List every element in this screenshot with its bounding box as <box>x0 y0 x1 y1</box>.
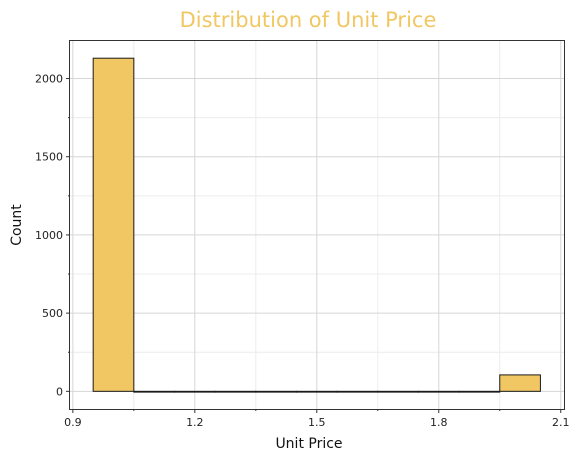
histogram-bar <box>336 390 379 393</box>
y-tick-label: 1000 <box>35 229 63 242</box>
y-tick-label: 0 <box>56 385 63 398</box>
bars <box>92 57 541 393</box>
x-tick-label: 1.5 <box>308 416 326 429</box>
x-tick-label: 2.1 <box>552 416 570 429</box>
histogram-bar <box>417 390 460 393</box>
x-tick-label: 1.2 <box>186 416 204 429</box>
y-axis-ticks: 0 500 1000 1500 2000 <box>35 73 70 398</box>
x-axis-ticks: 0.9 1.2 1.5 1.8 2.1 <box>64 409 569 429</box>
histogram-bar <box>295 390 338 393</box>
y-tick-label: 1500 <box>35 151 63 164</box>
histogram-bar <box>255 390 297 393</box>
histogram-bar <box>499 374 541 392</box>
y-axis-title: Count <box>9 204 25 246</box>
y-tick-label: 2000 <box>35 73 63 86</box>
histogram-bar <box>214 390 257 393</box>
histogram-bar <box>173 390 216 393</box>
x-tick-label: 0.9 <box>64 416 82 429</box>
histogram-bar <box>458 390 501 393</box>
histogram-bar <box>377 390 419 393</box>
x-tick-label: 1.8 <box>430 416 448 429</box>
x-axis-title: Unit Price <box>275 436 342 452</box>
histogram-bar <box>133 390 175 393</box>
histogram-bar <box>92 57 135 392</box>
y-tick-label: 500 <box>42 307 63 320</box>
chart-title: Distribution of Unit Price <box>180 8 437 32</box>
grid <box>70 41 564 409</box>
